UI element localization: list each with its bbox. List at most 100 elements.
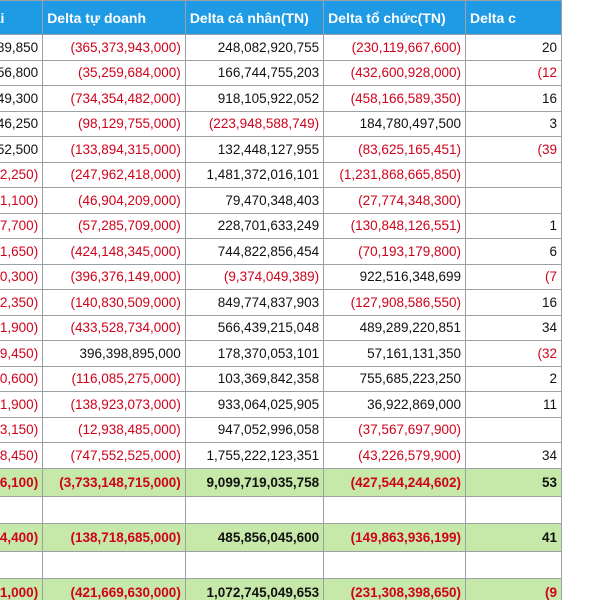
col-header[interactable]: ngoại bbox=[0, 1, 43, 35]
table-cell[interactable]: 150,300) bbox=[0, 264, 43, 290]
table-cell[interactable]: (83,625,165,451) bbox=[324, 137, 466, 163]
table-cell[interactable]: 790,600) bbox=[0, 366, 43, 392]
table-cell[interactable]: 744,822,856,454 bbox=[185, 239, 323, 265]
table-cell[interactable]: (458,166,589,350) bbox=[324, 86, 466, 112]
table-cell[interactable]: (127,908,586,550) bbox=[324, 290, 466, 316]
col-header[interactable]: Delta cá nhân(TN) bbox=[185, 1, 323, 35]
table-cell[interactable]: (140,830,509,000) bbox=[43, 290, 186, 316]
table-cell[interactable]: 36,922,869,000 bbox=[324, 392, 466, 418]
table-cell[interactable]: (32 bbox=[466, 341, 562, 367]
table-cell[interactable]: 485,856,045,600 bbox=[185, 523, 323, 551]
table-cell[interactable]: 34 bbox=[466, 443, 562, 469]
table-cell[interactable]: (734,354,482,000) bbox=[43, 86, 186, 112]
table-cell[interactable]: (98,129,755,000) bbox=[43, 111, 186, 137]
table-cell[interactable]: 918,105,922,052 bbox=[185, 86, 323, 112]
table-cell[interactable]: 933,064,025,905 bbox=[185, 392, 323, 418]
table-cell[interactable]: 742,350) bbox=[0, 290, 43, 316]
table-cell[interactable]: (46,904,209,000) bbox=[43, 188, 186, 214]
table-cell[interactable]: (424,148,345,000) bbox=[43, 239, 186, 265]
table-cell[interactable]: (7 bbox=[466, 264, 562, 290]
table-cell[interactable]: (747,552,525,000) bbox=[43, 443, 186, 469]
table-cell[interactable]: 79,470,348,403 bbox=[185, 188, 323, 214]
table-cell[interactable]: 34 bbox=[466, 315, 562, 341]
table-cell[interactable]: 149,300 bbox=[0, 86, 43, 112]
table-cell[interactable]: 396,398,895,000 bbox=[43, 341, 186, 367]
table-cell[interactable]: (116,085,275,000) bbox=[43, 366, 186, 392]
table-cell[interactable]: (365,373,943,000) bbox=[43, 35, 186, 61]
table-cell[interactable]: 021,000) bbox=[0, 578, 43, 600]
table-cell[interactable] bbox=[466, 162, 562, 188]
table-cell[interactable]: (231,308,398,650) bbox=[324, 578, 466, 600]
table-cell[interactable]: 16 bbox=[466, 86, 562, 112]
table-cell[interactable]: 1,072,745,049,653 bbox=[185, 578, 323, 600]
table-cell[interactable]: (35,259,684,000) bbox=[43, 60, 186, 86]
table-cell[interactable]: (57,285,709,000) bbox=[43, 213, 186, 239]
table-cell[interactable]: (149,863,936,199) bbox=[324, 523, 466, 551]
col-header[interactable]: Delta tự doanh bbox=[43, 1, 186, 35]
table-cell[interactable]: (432,600,928,000) bbox=[324, 60, 466, 86]
table-cell[interactable] bbox=[466, 188, 562, 214]
table-cell[interactable] bbox=[0, 551, 43, 578]
table-cell[interactable]: (9,374,049,389) bbox=[185, 264, 323, 290]
table-cell[interactable]: 228,701,633,249 bbox=[185, 213, 323, 239]
table-cell[interactable]: (9 bbox=[466, 578, 562, 600]
table-cell[interactable]: (223,948,588,749) bbox=[185, 111, 323, 137]
table-cell[interactable]: (39 bbox=[466, 137, 562, 163]
table-cell[interactable]: 791,100) bbox=[0, 188, 43, 214]
table-cell[interactable] bbox=[185, 496, 323, 523]
table-cell[interactable]: (130,848,126,551) bbox=[324, 213, 466, 239]
table-cell[interactable]: 1 bbox=[466, 213, 562, 239]
table-cell[interactable]: 248,082,920,755 bbox=[185, 35, 323, 61]
table-cell[interactable]: 755,685,223,250 bbox=[324, 366, 466, 392]
table-cell[interactable]: 849,774,837,903 bbox=[185, 290, 323, 316]
table-cell[interactable]: (138,718,685,000) bbox=[43, 523, 186, 551]
table-cell[interactable]: 178,370,053,101 bbox=[185, 341, 323, 367]
table-cell[interactable]: 701,900) bbox=[0, 315, 43, 341]
table-cell[interactable]: 2 bbox=[466, 366, 562, 392]
table-cell[interactable]: 846,250 bbox=[0, 111, 43, 137]
table-cell[interactable]: 821,900) bbox=[0, 392, 43, 418]
table-cell[interactable] bbox=[466, 417, 562, 443]
table-cell[interactable]: (133,894,315,000) bbox=[43, 137, 186, 163]
table-cell[interactable]: 16 bbox=[466, 290, 562, 316]
table-cell[interactable]: (427,544,244,602) bbox=[324, 468, 466, 496]
table-cell[interactable]: (138,923,073,000) bbox=[43, 392, 186, 418]
table-cell[interactable]: 184,780,497,500 bbox=[324, 111, 466, 137]
table-cell[interactable]: 922,516,348,699 bbox=[324, 264, 466, 290]
table-cell[interactable]: 1,755,222,123,351 bbox=[185, 443, 323, 469]
table-cell[interactable]: 932,250) bbox=[0, 162, 43, 188]
table-cell[interactable]: (433,528,734,000) bbox=[43, 315, 186, 341]
table-cell[interactable]: 41 bbox=[466, 523, 562, 551]
table-cell[interactable] bbox=[324, 551, 466, 578]
table-cell[interactable] bbox=[185, 551, 323, 578]
table-cell[interactable]: 20 bbox=[466, 35, 562, 61]
table-cell[interactable]: (3,733,148,715,000) bbox=[43, 468, 186, 496]
table-cell[interactable]: 689,850 bbox=[0, 35, 43, 61]
table-cell[interactable]: 57,161,131,350 bbox=[324, 341, 466, 367]
table-cell[interactable]: (12 bbox=[466, 60, 562, 86]
table-cell[interactable]: 856,800 bbox=[0, 60, 43, 86]
table-cell[interactable]: 813,150) bbox=[0, 417, 43, 443]
col-header[interactable]: Delta tổ chức(TN) bbox=[324, 1, 466, 35]
table-cell[interactable]: (247,962,418,000) bbox=[43, 162, 186, 188]
table-cell[interactable]: 166,744,755,203 bbox=[185, 60, 323, 86]
table-cell[interactable]: 688,450) bbox=[0, 443, 43, 469]
table-cell[interactable]: 53 bbox=[466, 468, 562, 496]
table-cell[interactable]: (43,226,579,900) bbox=[324, 443, 466, 469]
table-cell[interactable] bbox=[43, 551, 186, 578]
table-cell[interactable]: 103,369,842,358 bbox=[185, 366, 323, 392]
table-cell[interactable]: 947,052,996,058 bbox=[185, 417, 323, 443]
table-cell[interactable] bbox=[43, 496, 186, 523]
spreadsheet-grid[interactable]: ngoại Delta tự doanh Delta cá nhân(TN) D… bbox=[0, 0, 600, 600]
table-cell[interactable]: 331,650) bbox=[0, 239, 43, 265]
table-cell[interactable]: 797,700) bbox=[0, 213, 43, 239]
table-cell[interactable]: 566,439,215,048 bbox=[185, 315, 323, 341]
table-cell[interactable]: 132,448,127,955 bbox=[185, 137, 323, 163]
table-cell[interactable]: 3 bbox=[466, 111, 562, 137]
col-header[interactable]: Delta c bbox=[466, 1, 562, 35]
table-cell[interactable]: 352,500 bbox=[0, 137, 43, 163]
table-cell[interactable] bbox=[0, 496, 43, 523]
table-cell[interactable]: (70,193,179,800) bbox=[324, 239, 466, 265]
table-cell[interactable] bbox=[466, 496, 562, 523]
table-cell[interactable] bbox=[324, 496, 466, 523]
